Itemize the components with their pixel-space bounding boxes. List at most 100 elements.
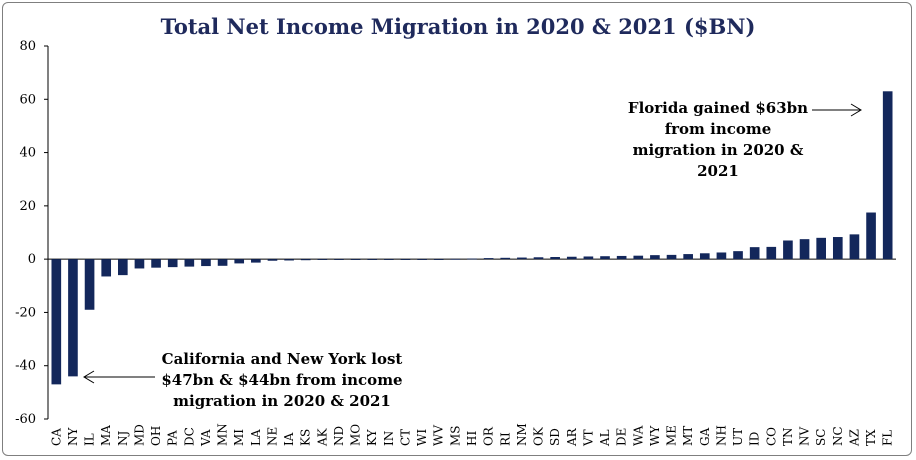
y-tick-label: 60 <box>19 92 36 107</box>
florida-annotation-line: from income <box>665 120 772 138</box>
bar-ga <box>699 253 710 260</box>
bar-ia <box>284 259 294 261</box>
ca-ny-annotation-line: migration in 2020 & 2021 <box>173 392 391 410</box>
annotations: Florida gained $63bn from income migration… <box>83 99 862 410</box>
bar-mt <box>683 254 693 260</box>
florida-annotation-line: migration in 2020 & <box>633 141 804 159</box>
x-tick-label: WI <box>415 429 429 446</box>
florida-annotation-line: 2021 <box>697 162 739 180</box>
x-tick-label: AL <box>598 429 612 447</box>
bar-ky <box>367 259 378 260</box>
bar-ar <box>566 256 577 260</box>
x-tick-label: SD <box>548 428 562 446</box>
bar-ut <box>733 251 743 260</box>
bar-nh <box>716 252 727 260</box>
x-tick-label: MD <box>132 424 146 446</box>
x-tick-label: HI <box>465 431 479 446</box>
bar-az <box>849 234 860 260</box>
x-tick-label: DE <box>615 428 629 446</box>
bar-hi <box>467 258 477 260</box>
bar-vt <box>583 256 594 260</box>
x-tick-label: NM <box>515 423 529 446</box>
bar-ma <box>101 259 112 277</box>
x-tick-label: CT <box>398 429 412 446</box>
florida-arrowhead <box>850 103 862 117</box>
x-tick-label: ND <box>332 426 346 446</box>
bar-il <box>84 259 95 310</box>
x-tick-label: OH <box>149 426 163 446</box>
x-tick-label: UT <box>731 428 745 446</box>
x-tick-label: MN <box>216 423 230 446</box>
bar-tn <box>783 240 793 260</box>
bar-nj <box>118 259 128 276</box>
x-tick-label: TX <box>864 429 878 446</box>
x-tick-label: NY <box>66 427 80 447</box>
bar-wv <box>433 259 444 260</box>
y-tick-label: -40 <box>15 359 36 374</box>
y-axis: 80 60 40 20 0 -20 -40 -60 <box>15 39 896 427</box>
x-tick-label: NE <box>265 427 279 446</box>
x-tick-label: AZ <box>847 429 861 447</box>
x-tick-label: KY <box>365 428 379 446</box>
x-tick-label: OK <box>532 426 546 446</box>
x-tick-label: VA <box>199 429 213 447</box>
bar-ct <box>400 259 411 260</box>
bar-nv <box>799 239 810 260</box>
ca-ny-arrowhead <box>83 370 95 384</box>
x-tick-label: ME <box>665 425 679 446</box>
x-tick-label: KS <box>299 429 313 446</box>
y-tick-label: 20 <box>19 199 36 214</box>
x-tick-label: AR <box>565 427 579 447</box>
bar-ca <box>51 259 62 385</box>
bar-ms <box>450 258 461 260</box>
x-tick-label: DC <box>182 427 196 446</box>
bar-tx <box>866 212 876 260</box>
bar-wi <box>417 259 427 260</box>
x-tick-label: NV <box>798 427 812 447</box>
x-tick-label: IA <box>282 432 296 446</box>
bar-sd <box>550 257 560 260</box>
bar-dc <box>184 259 195 267</box>
chart-title: Total Net Income Migration in 2020 & 202… <box>160 14 756 39</box>
florida-annotation-line: Florida gained $63bn <box>628 99 808 117</box>
y-tick-label: 80 <box>19 39 36 54</box>
x-tick-label: NJ <box>116 431 130 447</box>
y-tick-label: 0 <box>28 252 36 267</box>
x-tick-label: AK <box>315 427 329 447</box>
x-axis-labels: CA NY IL MA NJ MD OH PA DC VA MN MI LA NE IA KS AK ND MO KY… <box>49 423 894 447</box>
bar-ri <box>500 257 511 260</box>
y-tick-label: -60 <box>15 412 36 427</box>
x-tick-label: MS <box>448 425 462 446</box>
x-tick-label: GA <box>698 427 712 446</box>
bars <box>51 91 893 385</box>
x-tick-label: MO <box>349 424 363 446</box>
bar-ny <box>68 259 78 377</box>
x-tick-label: SC <box>814 429 828 446</box>
bar-ks <box>300 259 311 261</box>
x-tick-label: WA <box>631 425 645 446</box>
ca-ny-annotation-line: California and New York lost <box>162 350 403 368</box>
x-tick-label: MT <box>681 426 695 446</box>
bar-wa <box>633 255 644 260</box>
x-tick-label: PA <box>166 430 180 446</box>
x-tick-label: NC <box>831 426 845 446</box>
x-tick-label: MI <box>232 429 246 446</box>
bar-oh <box>151 259 161 268</box>
x-tick-label: CO <box>764 427 778 446</box>
x-tick-label: NH <box>714 425 728 446</box>
bar-nm <box>517 257 527 260</box>
y-tick-label: 40 <box>19 146 36 161</box>
x-tick-label: IN <box>382 431 396 446</box>
x-tick-label: IL <box>83 433 97 446</box>
bar-mn <box>217 259 228 266</box>
bar-de <box>616 255 627 260</box>
x-tick-label: CA <box>49 428 63 446</box>
x-tick-label: VT <box>581 429 595 447</box>
x-tick-label: RI <box>498 432 512 446</box>
bar-or <box>483 258 494 260</box>
bar-la <box>251 259 261 263</box>
x-tick-label: TN <box>781 427 795 446</box>
bar-ok <box>533 257 544 260</box>
bar-ne <box>267 259 278 261</box>
